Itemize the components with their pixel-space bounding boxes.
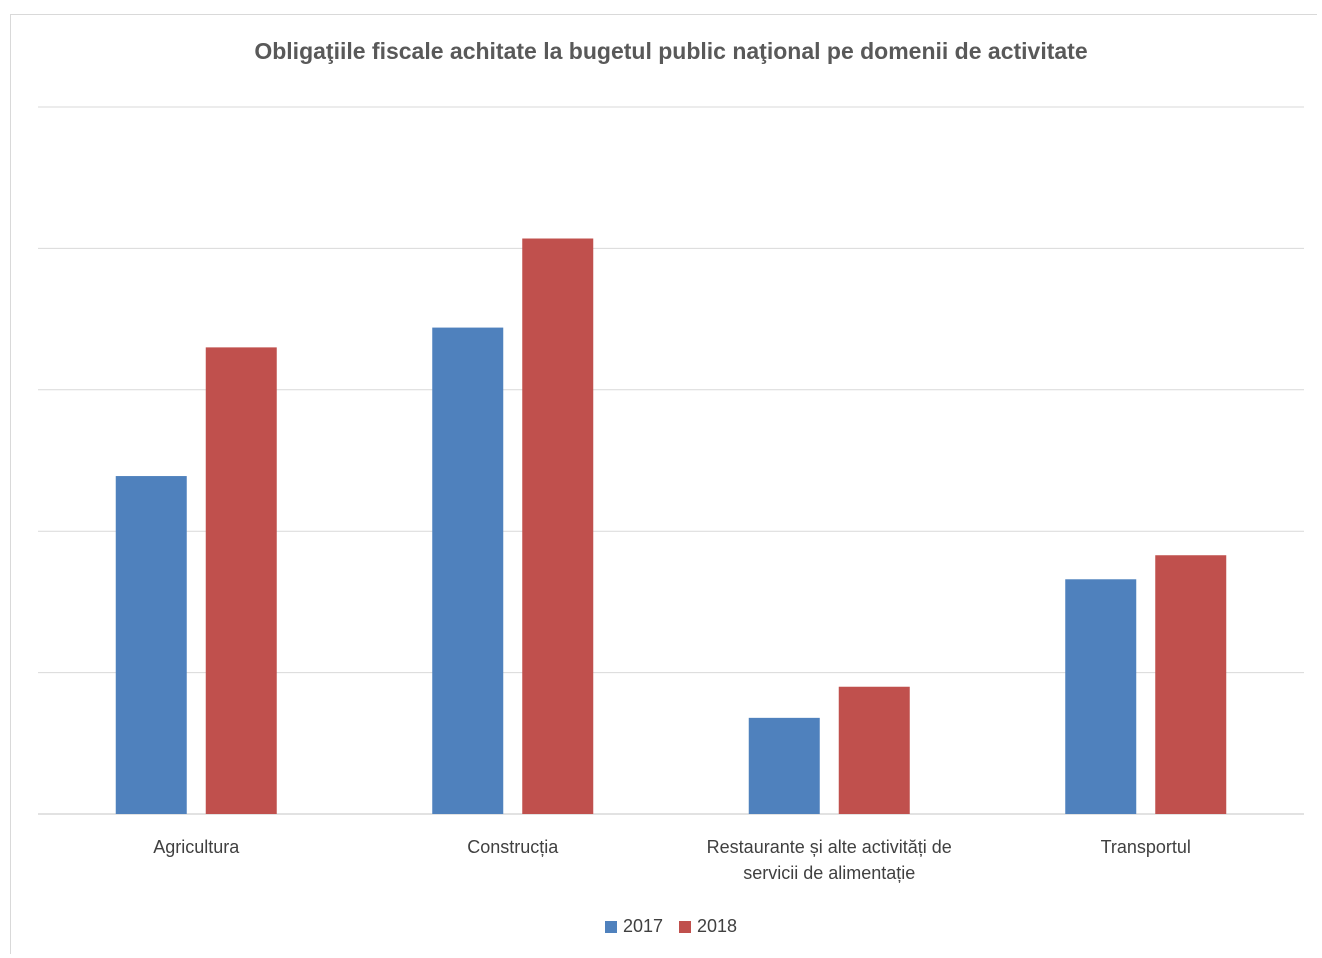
category-label: servicii de alimentație	[743, 863, 915, 883]
bar-2017-4	[1065, 579, 1137, 814]
legend-label: 2018	[697, 916, 738, 936]
legend: 2017 2018	[0, 916, 1322, 937]
category-label: Agricultura	[153, 837, 240, 857]
bar-2018-2	[522, 238, 594, 814]
legend-label: 2017	[622, 916, 663, 936]
bar-2018-1	[205, 347, 277, 814]
bar-2018-4	[1155, 555, 1227, 814]
category-label: Transportul	[1101, 837, 1191, 857]
bar-2017-3	[748, 717, 820, 814]
bar-2017-2	[432, 327, 504, 814]
category-label: Restaurante și alte activități de	[707, 837, 952, 857]
legend-item-2017: 2017	[604, 916, 663, 937]
chart-frame	[10, 14, 1317, 954]
bar-2017-1	[115, 476, 187, 814]
legend-item-2018: 2018	[679, 916, 737, 937]
chart-title: Obligaţiile fiscale achitate la bugetul …	[254, 38, 1088, 64]
category-label: Construcția	[467, 837, 559, 857]
legend-swatch	[604, 920, 617, 933]
legend-swatch	[679, 920, 691, 933]
bar-2018-3	[838, 686, 910, 814]
